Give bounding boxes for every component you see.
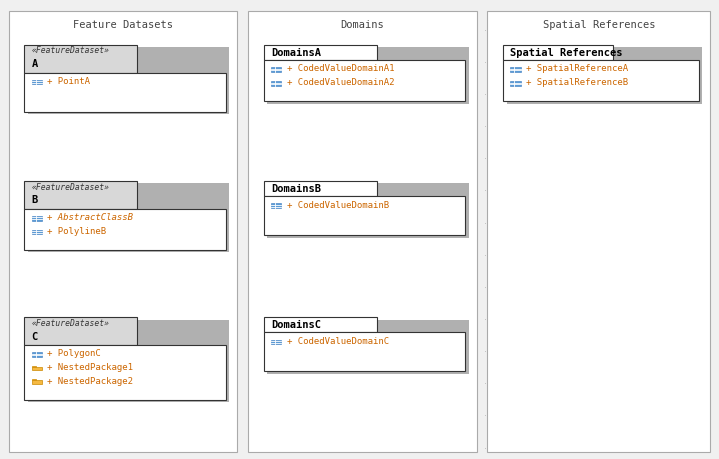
Bar bbox=[264, 60, 465, 101]
Bar bbox=[28, 47, 229, 114]
Text: + CodedValueDomainC: + CodedValueDomainC bbox=[287, 337, 389, 346]
Text: + CodedValueDomainA2: + CodedValueDomainA2 bbox=[287, 78, 395, 87]
Text: + SpatialReferenceB: + SpatialReferenceB bbox=[526, 78, 628, 87]
Text: + CodedValueDomainB: + CodedValueDomainB bbox=[287, 201, 389, 209]
Bar bbox=[24, 317, 137, 345]
Bar bbox=[32, 381, 42, 384]
Bar bbox=[271, 67, 281, 72]
Text: B: B bbox=[32, 196, 38, 206]
Bar bbox=[24, 209, 226, 250]
Text: Spatial References: Spatial References bbox=[510, 48, 623, 57]
Text: + AbstractClassB: + AbstractClassB bbox=[47, 213, 134, 222]
Bar bbox=[267, 319, 469, 374]
Text: A: A bbox=[32, 59, 38, 69]
Text: Spatial References: Spatial References bbox=[543, 20, 655, 30]
Text: + PolygonC: + PolygonC bbox=[47, 349, 101, 358]
Bar bbox=[32, 230, 42, 235]
Text: + NestedPackage1: + NestedPackage1 bbox=[47, 363, 134, 372]
Bar bbox=[503, 60, 699, 101]
Text: DomainsB: DomainsB bbox=[271, 184, 321, 194]
Bar bbox=[487, 11, 710, 452]
Bar bbox=[271, 203, 281, 208]
Bar bbox=[28, 184, 229, 252]
Bar bbox=[24, 73, 226, 112]
Bar bbox=[264, 181, 377, 196]
Bar bbox=[503, 45, 613, 60]
Text: «FeatureDataset»: «FeatureDataset» bbox=[32, 46, 109, 56]
Bar bbox=[9, 11, 237, 452]
Text: + PolylineB: + PolylineB bbox=[47, 227, 106, 235]
Bar bbox=[264, 317, 377, 332]
Bar bbox=[24, 345, 226, 400]
Bar bbox=[267, 184, 469, 238]
Bar bbox=[264, 196, 465, 235]
Text: Feature Datasets: Feature Datasets bbox=[73, 20, 173, 30]
Text: + NestedPackage2: + NestedPackage2 bbox=[47, 377, 134, 386]
Bar bbox=[32, 366, 36, 367]
Bar bbox=[24, 181, 137, 209]
Bar bbox=[510, 81, 521, 86]
Text: DomainsA: DomainsA bbox=[271, 48, 321, 57]
Bar bbox=[32, 79, 42, 84]
Bar bbox=[264, 332, 465, 371]
Bar bbox=[271, 340, 281, 344]
Text: DomainsC: DomainsC bbox=[271, 320, 321, 330]
Text: C: C bbox=[32, 331, 38, 341]
Text: + SpatialReferenceA: + SpatialReferenceA bbox=[526, 64, 628, 73]
Bar bbox=[267, 47, 469, 104]
Text: «FeatureDataset»: «FeatureDataset» bbox=[32, 183, 109, 191]
Bar bbox=[32, 367, 42, 370]
Bar bbox=[32, 216, 42, 221]
Text: Domains: Domains bbox=[341, 20, 384, 30]
Bar bbox=[264, 45, 377, 60]
Text: «FeatureDataset»: «FeatureDataset» bbox=[32, 319, 109, 328]
Text: + PointA: + PointA bbox=[47, 77, 91, 86]
Text: + CodedValueDomainA1: + CodedValueDomainA1 bbox=[287, 64, 395, 73]
Bar bbox=[32, 352, 42, 357]
Bar bbox=[510, 67, 521, 72]
Bar bbox=[32, 380, 36, 381]
Bar bbox=[507, 47, 702, 104]
Bar bbox=[248, 11, 477, 452]
Bar bbox=[271, 81, 281, 86]
Bar bbox=[24, 45, 137, 73]
Bar bbox=[28, 319, 229, 402]
